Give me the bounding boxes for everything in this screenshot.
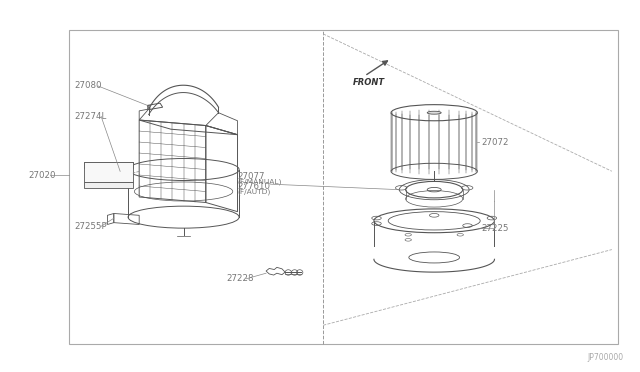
Text: 27228: 27228 xyxy=(227,274,254,283)
Bar xyxy=(69,30,618,344)
Text: 27274L: 27274L xyxy=(74,112,107,121)
Text: 27255P: 27255P xyxy=(74,222,107,231)
Text: FRONT: FRONT xyxy=(353,78,385,87)
Polygon shape xyxy=(84,162,133,168)
Polygon shape xyxy=(84,162,133,182)
Polygon shape xyxy=(84,182,133,188)
Text: 27020: 27020 xyxy=(28,170,56,180)
Text: 27080: 27080 xyxy=(74,81,102,90)
Text: 27225: 27225 xyxy=(482,224,509,232)
Ellipse shape xyxy=(428,111,441,114)
Text: 27077: 27077 xyxy=(237,171,265,181)
Text: 277610: 277610 xyxy=(237,182,271,191)
Text: (F/MANUAL): (F/MANUAL) xyxy=(237,178,282,185)
Text: (F/AUTD): (F/AUTD) xyxy=(237,189,271,195)
Text: JP700000: JP700000 xyxy=(587,353,623,362)
Text: 27072: 27072 xyxy=(482,138,509,147)
